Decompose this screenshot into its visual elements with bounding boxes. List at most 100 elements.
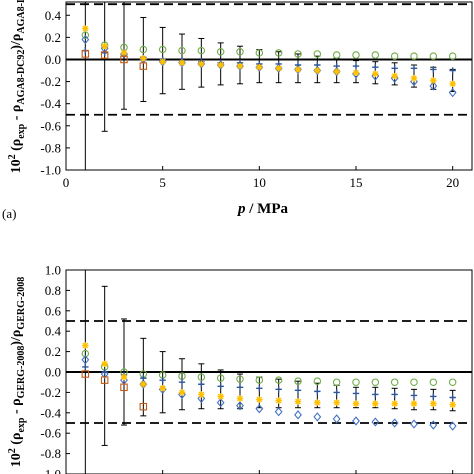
data-point-circle: [255, 376, 264, 384]
data-point-star: [333, 68, 340, 75]
y-tick-label: -0.2: [40, 74, 61, 89]
y-tick-label: -1.0: [40, 467, 61, 474]
data-point-circle: [139, 45, 148, 54]
data-point-diamond: [216, 397, 225, 408]
series-plus: [82, 47, 456, 74]
data-point-diamond: [332, 414, 341, 424]
data-point-star: [372, 400, 379, 407]
data-point-plus: [410, 392, 418, 399]
data-point-circle: [332, 51, 341, 59]
data-point-circle: [81, 349, 90, 358]
series-plus: [82, 363, 456, 401]
data-point-circle: [448, 52, 457, 60]
y-tick-label: 0.0: [45, 365, 61, 380]
data-point-plus: [314, 388, 321, 395]
y-tick-label: -1.0: [40, 163, 61, 178]
data-point-plus: [333, 389, 340, 396]
data-point-star: [449, 80, 456, 87]
data-point-circle: [352, 51, 360, 59]
data-point-star: [314, 67, 321, 74]
data-point-circle: [429, 378, 438, 386]
data-point-star: [120, 373, 128, 381]
data-point-diamond: [313, 412, 322, 422]
data-point-star: [275, 65, 282, 72]
series-square: [81, 50, 148, 70]
data-point-plus: [430, 393, 437, 400]
data-point-circle: [294, 50, 302, 58]
data-point-circle: [216, 374, 225, 382]
data-point-diamond: [197, 393, 206, 404]
data-point-star: [140, 55, 147, 62]
data-point-plus: [256, 385, 263, 392]
data-point-circle: [410, 52, 418, 60]
data-point-star: [314, 399, 321, 406]
data-point-star: [256, 64, 263, 71]
data-point-circle: [313, 50, 322, 58]
data-point-star: [333, 399, 340, 406]
data-point-star: [217, 393, 224, 400]
y-tick-label: -0.8: [40, 140, 61, 155]
y-tick-label: -0.6: [40, 118, 61, 133]
data-point-diamond: [390, 418, 399, 428]
plot-area: [66, 270, 472, 474]
data-point-diamond: [81, 355, 90, 365]
data-point-star: [236, 62, 244, 70]
data-point-plus: [391, 65, 398, 72]
data-point-star: [198, 60, 205, 68]
data-point-plus: [449, 67, 456, 74]
data-point-star: [275, 397, 282, 404]
data-point-circle: [274, 49, 283, 57]
data-point-circle: [352, 378, 360, 386]
data-point-star: [159, 58, 166, 65]
data-point-star: [391, 400, 398, 407]
data-point-star: [217, 61, 224, 69]
y-axis-label: 102 (ρexp - ρGERG-2008)/ρGERG-2008: [7, 277, 27, 467]
data-point-diamond: [178, 389, 186, 400]
x-tick-label: 0: [63, 175, 70, 190]
y-tick-label: -0.2: [40, 385, 61, 400]
data-point-plus: [372, 64, 379, 71]
data-point-circle: [197, 46, 206, 55]
data-point-star: [198, 391, 205, 398]
data-point-circle: [294, 377, 302, 385]
series-diamond: [81, 355, 457, 431]
data-point-circle: [313, 377, 322, 385]
data-point-circle: [371, 51, 380, 59]
data-point-square: [139, 402, 148, 411]
data-point-circle: [390, 378, 399, 386]
x-tick-label: 10: [253, 175, 266, 190]
data-point-diamond: [448, 87, 457, 98]
panel-label-a: (a): [2, 206, 16, 221]
data-point-circle: [332, 378, 341, 386]
data-point-plus: [352, 62, 360, 70]
series-star: [82, 342, 456, 408]
data-point-star: [294, 398, 302, 405]
data-point-star: [430, 77, 437, 84]
y-tick-label: -0.4: [40, 96, 61, 111]
data-point-plus: [333, 62, 340, 70]
data-point-square: [120, 55, 128, 64]
y-axis-label: 102 (ρexp - ρAGA8-DC92)/ρAGA8-DC92: [7, 0, 27, 173]
data-point-square: [81, 370, 90, 378]
y-tick-label: 0.0: [45, 52, 61, 67]
data-point-star: [120, 49, 128, 57]
plot-frame: [65, 1, 473, 171]
data-point-plus: [294, 387, 302, 394]
data-point-circle: [236, 47, 244, 56]
data-point-circle: [236, 375, 244, 383]
y-tick-label: 0.2: [45, 30, 61, 45]
data-point-square: [120, 383, 128, 392]
data-point-square: [81, 50, 90, 58]
y-tick-label: 1.0: [45, 263, 61, 278]
data-point-plus: [410, 65, 418, 72]
data-point-circle: [255, 49, 264, 57]
series-star: [82, 25, 456, 87]
data-point-star: [140, 381, 147, 388]
data-point-star: [236, 395, 244, 402]
data-point-circle: [178, 46, 186, 55]
data-point-circle: [429, 52, 438, 60]
x-tick-label: 20: [446, 175, 459, 190]
y-tick-label: 0.4: [45, 8, 62, 23]
data-point-circle: [390, 52, 399, 60]
data-point-diamond: [352, 416, 360, 426]
